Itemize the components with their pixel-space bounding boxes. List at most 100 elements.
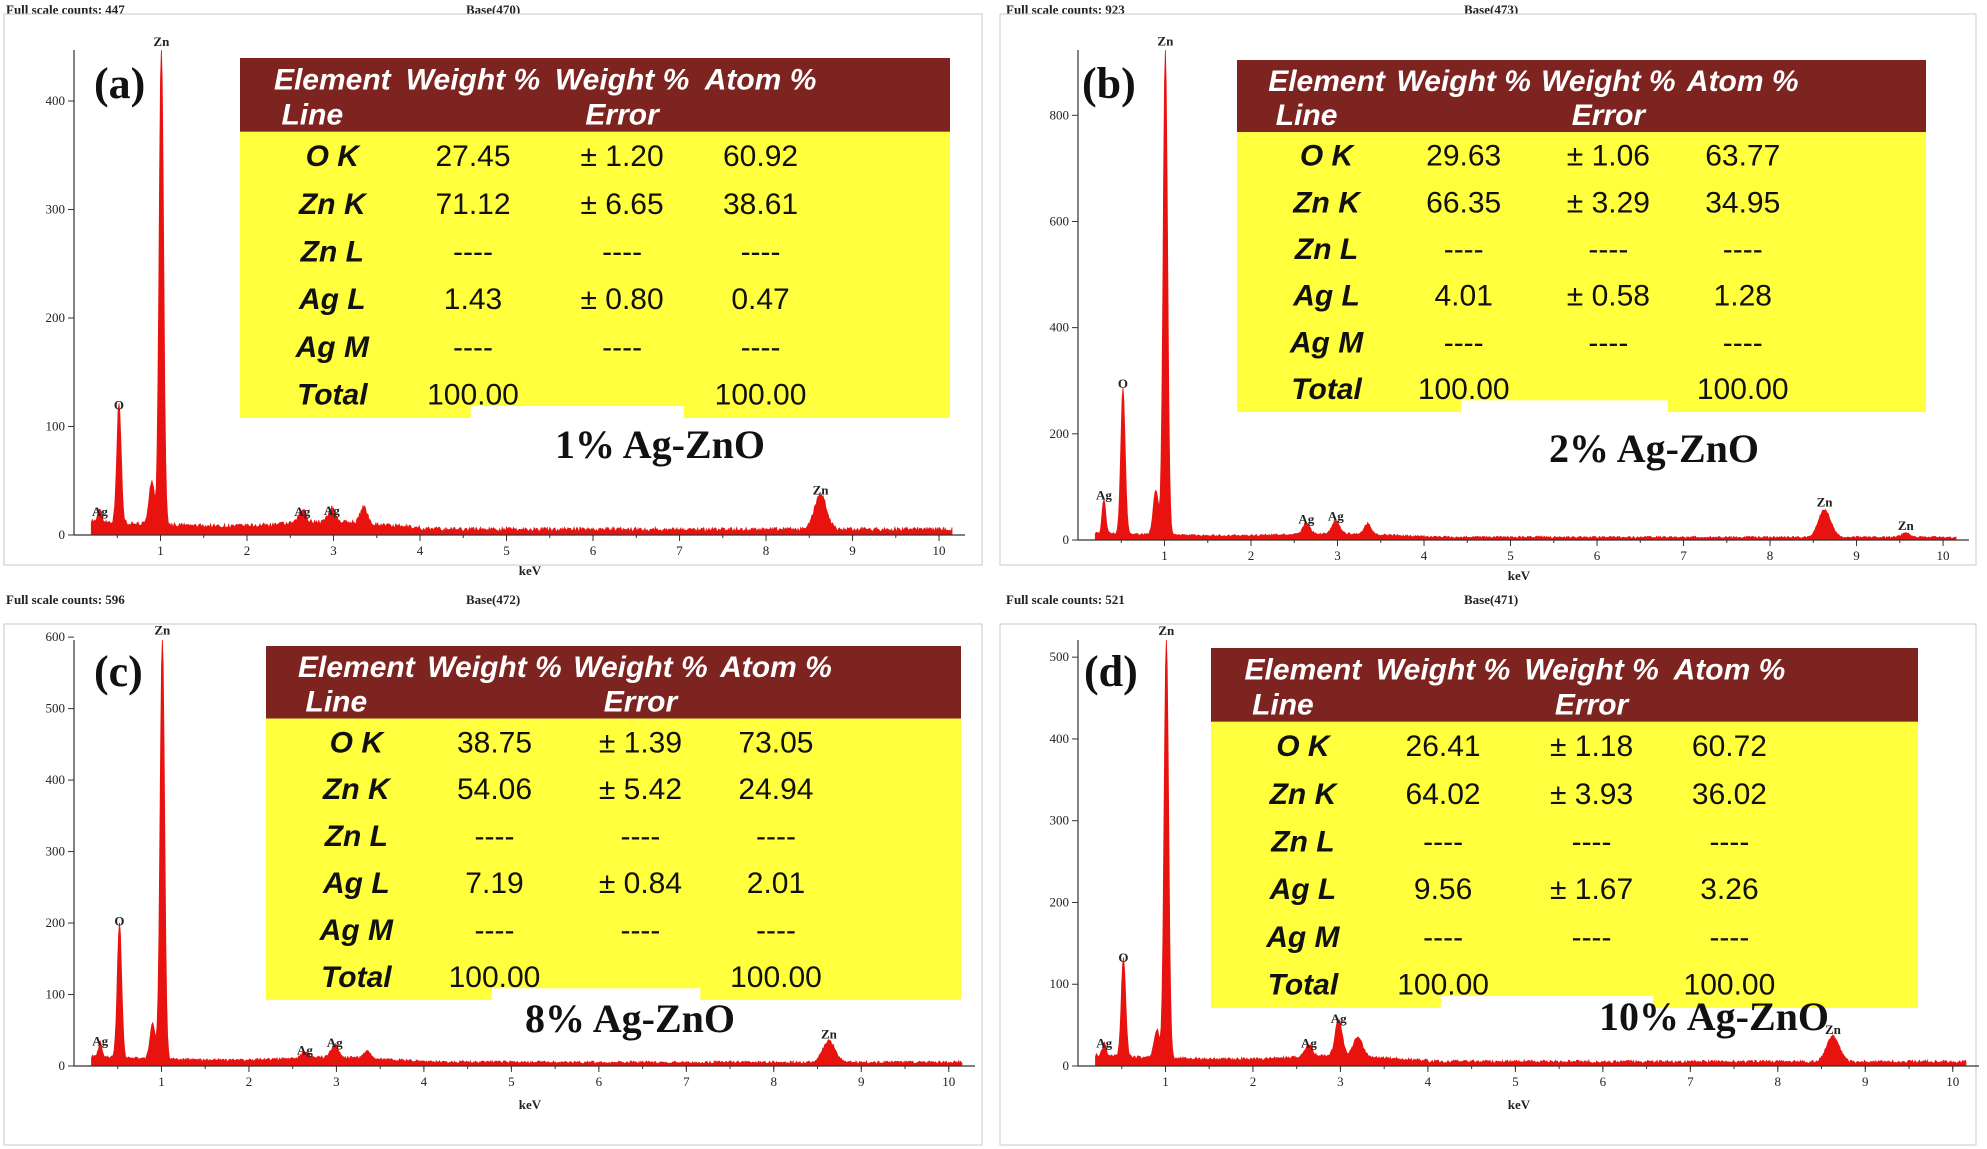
table-column-header: Atom % bbox=[719, 651, 832, 684]
y-tick-label: 600 bbox=[46, 629, 66, 644]
y-tick-label: 300 bbox=[1050, 813, 1070, 828]
x-axis-label: keV bbox=[1508, 1097, 1531, 1112]
x-tick-label: 5 bbox=[503, 543, 510, 558]
y-tick-label: 100 bbox=[46, 418, 66, 433]
table-cell: ---- bbox=[1709, 921, 1749, 954]
x-tick-label: 7 bbox=[1680, 548, 1687, 563]
x-tick-label: 1 bbox=[1161, 548, 1168, 563]
x-tick-label: 6 bbox=[1600, 1074, 1607, 1089]
table-cell: ± 0.84 bbox=[599, 867, 682, 900]
x-tick-label: 1 bbox=[157, 543, 164, 558]
table-column-header: Weight % bbox=[1376, 654, 1510, 687]
peak-label: Ag bbox=[92, 504, 108, 519]
table-cell: Total bbox=[321, 961, 392, 994]
table-cell: ± 0.58 bbox=[1567, 280, 1650, 313]
table-column-header: Error bbox=[585, 98, 661, 131]
panel-tag: (a) bbox=[94, 59, 145, 108]
table-gap bbox=[491, 988, 701, 1003]
table-cell: ---- bbox=[620, 914, 660, 947]
peak-label: Ag bbox=[92, 1034, 108, 1049]
table-column-header: Atom % bbox=[1673, 654, 1786, 687]
table-cell: 100.00 bbox=[449, 961, 541, 994]
table-cell: ± 0.80 bbox=[580, 283, 663, 316]
table-cell: Total bbox=[297, 379, 368, 412]
table-cell: Ag L bbox=[298, 283, 366, 316]
table-column-header: Line bbox=[306, 685, 368, 718]
table-body-bg bbox=[240, 131, 950, 419]
table-cell: 34.95 bbox=[1705, 186, 1780, 219]
y-tick-label: 200 bbox=[1050, 426, 1070, 441]
peak-label: Ag bbox=[1298, 511, 1314, 526]
table-cell: ---- bbox=[1572, 921, 1612, 954]
table-gap bbox=[1440, 996, 1653, 1011]
table-cell: Ag L bbox=[1292, 280, 1360, 313]
peak-label: Zn bbox=[813, 482, 830, 497]
y-tick-label: 500 bbox=[46, 701, 66, 716]
table-cell: 0.47 bbox=[731, 283, 789, 316]
table-cell: Ag M bbox=[1265, 921, 1340, 954]
table-column-header: Weight % bbox=[1396, 65, 1530, 98]
x-tick-label: 5 bbox=[1512, 1074, 1519, 1089]
table-cell: Zn K bbox=[1269, 778, 1339, 811]
x-axis-label: keV bbox=[519, 563, 542, 578]
table-column-header: Element bbox=[274, 64, 393, 97]
y-tick-label: 200 bbox=[46, 915, 66, 930]
table-cell: ---- bbox=[1709, 826, 1749, 859]
table-cell: ± 5.42 bbox=[599, 773, 682, 806]
table-cell: 3.26 bbox=[1700, 873, 1758, 906]
x-tick-label: 10 bbox=[1946, 1074, 1959, 1089]
table-cell: 29.63 bbox=[1426, 140, 1501, 173]
x-tick-label: 4 bbox=[1421, 548, 1428, 563]
table-cell: 7.19 bbox=[465, 867, 523, 900]
table-column-header: Weight % bbox=[573, 651, 707, 684]
table-cell: ---- bbox=[1423, 826, 1463, 859]
x-tick-label: 3 bbox=[1337, 1074, 1344, 1089]
table-column-header: Element bbox=[1268, 65, 1387, 98]
table-cell: 4.01 bbox=[1435, 280, 1493, 313]
table-cell: 100.00 bbox=[427, 379, 519, 412]
y-tick-label: 500 bbox=[1050, 649, 1070, 664]
table-cell: Total bbox=[1291, 373, 1362, 406]
y-tick-label: 0 bbox=[1063, 532, 1070, 547]
x-axis-label: keV bbox=[1508, 568, 1531, 583]
table-cell: ---- bbox=[1588, 233, 1628, 266]
table-cell: ---- bbox=[756, 914, 796, 947]
table-cell: Zn L bbox=[300, 236, 364, 269]
table-body-bg bbox=[266, 718, 961, 1000]
x-tick-label: 4 bbox=[421, 1074, 428, 1089]
sample-label: 8% Ag-ZnO bbox=[525, 996, 735, 1041]
table-cell: 60.72 bbox=[1692, 730, 1767, 763]
full-scale-counts-label: Full scale counts: 447 bbox=[6, 2, 125, 17]
x-tick-label: 8 bbox=[1775, 1074, 1782, 1089]
table-column-header: Line bbox=[281, 98, 343, 131]
peak-label: O bbox=[114, 914, 124, 929]
panel-tag: (d) bbox=[1084, 647, 1138, 696]
table-header-bg bbox=[1211, 648, 1918, 722]
table-cell: Ag L bbox=[322, 867, 390, 900]
eds-panel-c: Full scale counts: 596 Base(472) 1 2 3 4 5 6 7… bbox=[0, 590, 993, 1149]
spectrum-trace bbox=[1094, 49, 1957, 541]
x-tick-label: 7 bbox=[1687, 1074, 1694, 1089]
peak-label: Ag bbox=[1331, 1011, 1347, 1026]
table-cell: O K bbox=[330, 726, 386, 759]
table-cell: 1.28 bbox=[1714, 280, 1772, 313]
eds-panel-b: Full scale counts: 923 Base(473) 1 2 3 4 5 6 7… bbox=[994, 0, 1987, 583]
y-tick-label: 800 bbox=[1050, 107, 1070, 122]
table-cell: Ag M bbox=[1289, 326, 1364, 359]
y-tick-label: 400 bbox=[1050, 731, 1070, 746]
table-cell: ± 1.18 bbox=[1550, 730, 1633, 763]
table-gap bbox=[470, 406, 684, 421]
base-label: Base(472) bbox=[466, 592, 521, 607]
table-cell: 73.05 bbox=[738, 726, 813, 759]
peak-label: Ag bbox=[1096, 487, 1112, 502]
peak-label: Ag bbox=[1301, 1036, 1317, 1051]
table-cell: ---- bbox=[1444, 233, 1484, 266]
x-tick-label: 8 bbox=[771, 1074, 778, 1089]
table-body-bg bbox=[1237, 132, 1926, 412]
table-column-header: Line bbox=[1252, 688, 1314, 721]
table-cell: 60.92 bbox=[723, 140, 798, 173]
table-cell: 24.94 bbox=[738, 773, 813, 806]
table-column-header: Element bbox=[298, 651, 417, 684]
table-cell: 9.56 bbox=[1414, 873, 1472, 906]
base-label: Base(471) bbox=[1464, 592, 1519, 607]
